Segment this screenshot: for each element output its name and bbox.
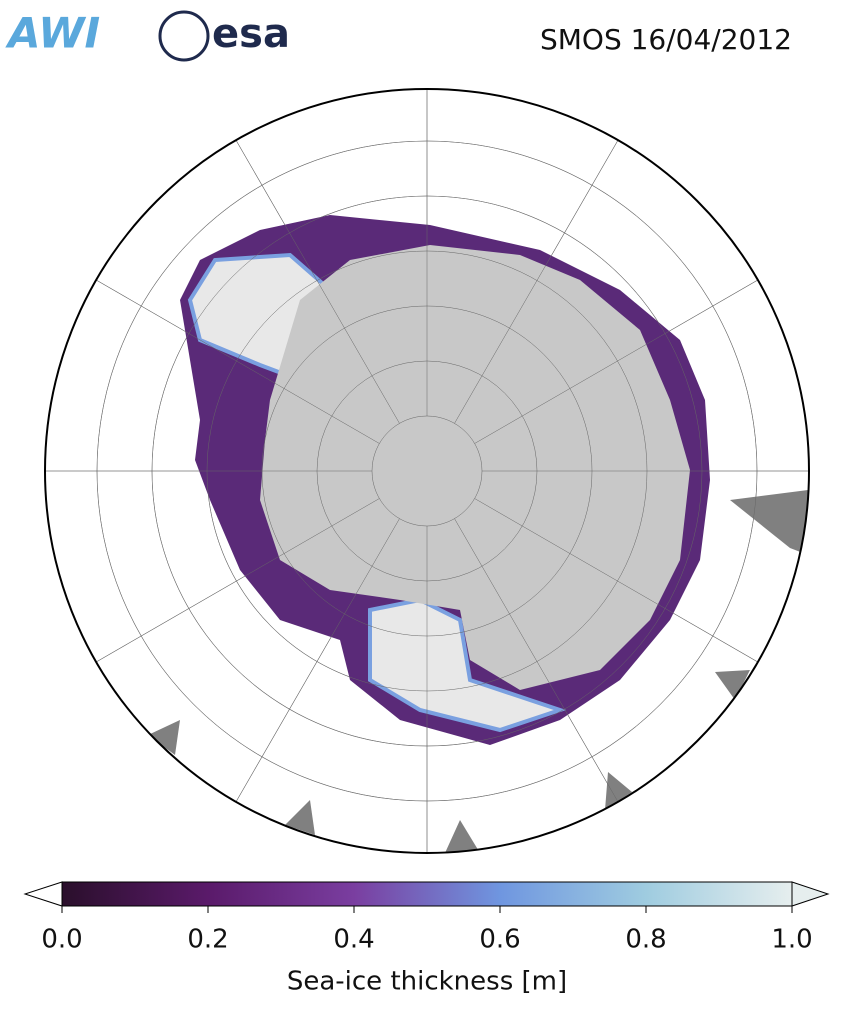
colorbar-tick-label: 0.8 [625,925,666,955]
land [285,800,315,835]
colorbar-tick-label: 0.2 [187,925,228,955]
meridian [474,498,774,672]
antarctica [260,245,690,690]
colorbar-tick-label: 0.6 [479,925,520,955]
colorbar-extend-high [791,881,830,907]
land [445,820,480,853]
graticule-overlay [45,89,809,853]
meridian [454,518,628,818]
land [715,670,750,700]
meridian [80,270,380,444]
colorbar-tick-label: 1.0 [771,925,812,955]
map-title: SMOS 16/04/2012 [540,23,792,56]
meridian [226,124,400,424]
esa-logo: esa [212,11,290,57]
land [148,720,180,755]
land [605,772,632,810]
meridian [474,270,774,444]
map-content [45,89,809,853]
map-boundary [44,88,810,854]
meridian [80,498,380,672]
esa-logo-mark [158,10,210,62]
colorbar-tick-label: 0.0 [41,925,82,955]
awi-logo: AWI [5,9,100,58]
colorbar-extend-low [23,881,63,907]
meridian [454,124,628,424]
colorbar-label: Sea-ice thickness [m] [287,967,567,997]
land [730,490,808,555]
colorbar [61,881,793,907]
meridian [226,518,400,818]
colorbar-tick-label: 0.4 [333,925,374,955]
thick-ice-ross [368,597,567,733]
